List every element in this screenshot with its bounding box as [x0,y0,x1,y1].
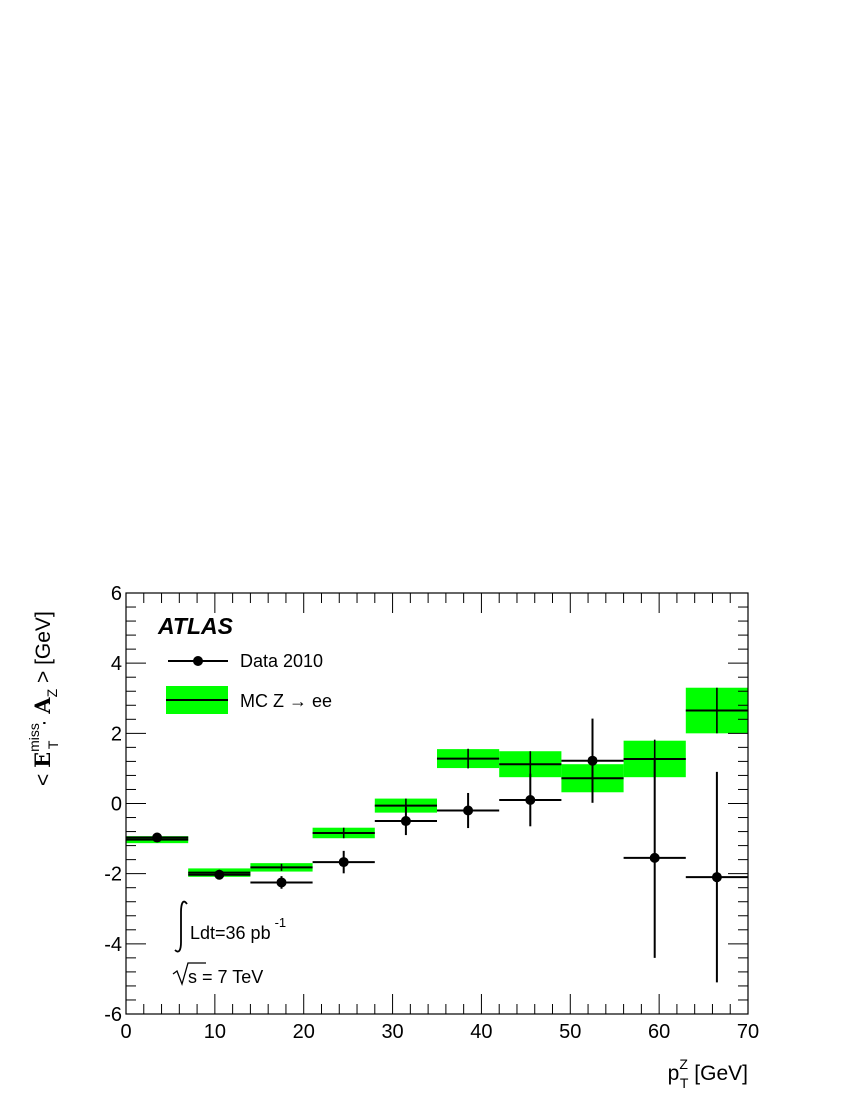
data-point [588,756,598,766]
x-tick-label: 50 [559,1021,581,1043]
y-axis-title: < Emiss T· AZ > [GeV] [26,611,61,786]
energy-annotation: s = 7 TeV [173,963,263,987]
x-tick-label: 60 [648,1021,670,1043]
x-tick-label: 0 [120,1021,131,1043]
y-tick-label: -6 [104,1004,122,1026]
legend-data-label: Data 2010 [240,651,323,671]
data-point [525,795,535,805]
data-point [339,857,349,867]
legend-mc-label: MC Z → ee [240,691,332,711]
energy-text: s = 7 TeV [188,967,263,987]
legend: Data 2010 MC Z → ee [166,651,332,714]
luminosity-annotation: Ldt=36 pb-1 [175,902,286,952]
y-tick-label: 0 [111,794,122,816]
x-tick-label: 10 [204,1021,226,1043]
x-tick-label: 20 [293,1021,315,1043]
data-point [650,853,660,863]
legend-data-marker [193,656,203,666]
data-point [401,816,411,826]
data-point [463,806,473,816]
x-tick-label: 40 [470,1021,492,1043]
x-tick-label: 70 [737,1021,759,1043]
y-tick-label: -2 [104,864,122,886]
data-point [277,877,287,887]
integral-sign [175,902,187,952]
atlas-label: ATLAS [157,613,234,639]
data-point [152,833,162,843]
y-tick-label: 6 [111,583,122,605]
y-tick-label: 2 [111,723,122,745]
x-tick-label: 30 [381,1021,403,1043]
y-tick-label: -4 [104,934,122,956]
x-axis-title: pZ T [GeV] [668,1056,748,1091]
data-point [712,872,722,882]
y-tick-label: 4 [111,653,122,675]
luminosity-text: Ldt=36 pb-1 [190,915,286,943]
data-point [214,870,224,880]
